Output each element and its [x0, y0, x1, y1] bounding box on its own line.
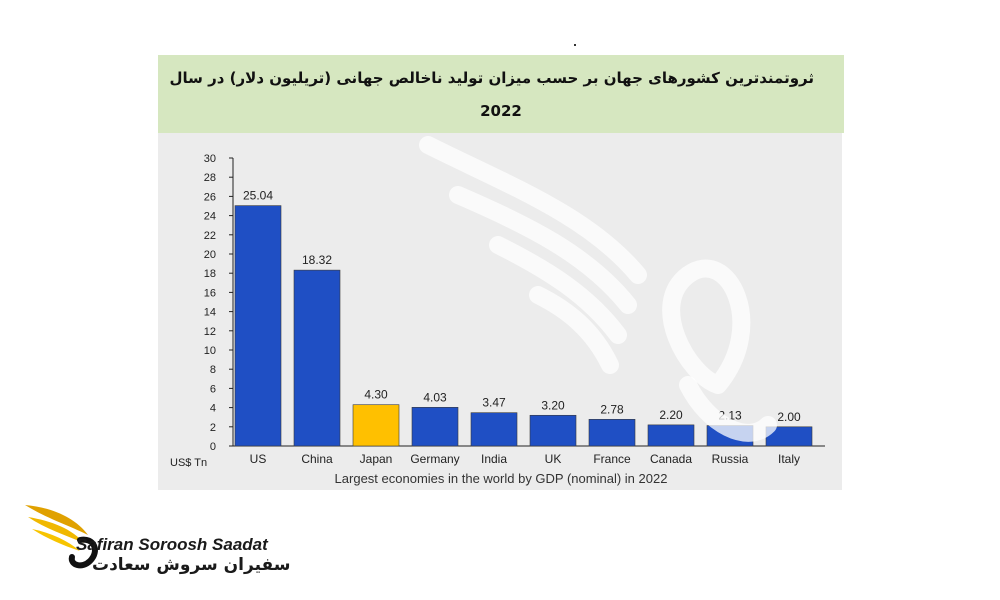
y-tick-label: 8: [210, 364, 216, 376]
bar-uk: [529, 414, 577, 447]
unit-label: US$ Tn: [170, 457, 207, 469]
y-tick-label: 14: [204, 307, 216, 319]
data-label: 18.32: [302, 253, 332, 267]
y-tick-label: 10: [204, 345, 216, 357]
category-label: UK: [545, 452, 562, 466]
y-tick-label: 16: [204, 287, 216, 299]
chart-caption: Largest economies in the world by GDP (n…: [334, 471, 668, 486]
category-label: France: [593, 452, 631, 466]
data-label: 25.04: [243, 189, 273, 203]
bar-japan: [352, 404, 400, 447]
data-label: 3.47: [482, 396, 506, 410]
y-tick-label: 4: [210, 403, 216, 415]
category-label: Japan: [360, 452, 393, 466]
category-label: Germany: [410, 452, 459, 466]
data-label: 2.13: [718, 409, 742, 423]
category-label: China: [301, 452, 333, 466]
y-tick-label: 0: [210, 441, 216, 453]
data-label: 2.78: [600, 402, 624, 416]
y-tick-label: 12: [204, 326, 216, 338]
y-tick-label: 26: [204, 191, 216, 203]
y-tick-label: 24: [204, 211, 216, 223]
y-tick-label: 22: [204, 230, 216, 242]
brand-name-en: Safiran Soroosh Saadat: [76, 535, 268, 554]
category-label: Russia: [712, 452, 749, 466]
brand-logo-icon: [25, 505, 98, 569]
brand-name-fa: سفیران سروش سعادت: [92, 555, 291, 575]
y-tick-label: 20: [204, 249, 216, 261]
bar-germany: [411, 407, 459, 447]
chart-title-year: 2022: [480, 102, 522, 120]
category-label: Canada: [650, 452, 692, 466]
category-label: Italy: [778, 452, 800, 466]
bar-france: [588, 419, 636, 447]
category-label: India: [481, 452, 507, 466]
y-tick-label: 30: [204, 153, 216, 165]
chart-card: ثروتمندترین کشورهای جهان بر حسب میزان تو…: [158, 55, 844, 490]
bar-italy: [765, 426, 813, 447]
y-tick-label: 18: [204, 268, 216, 280]
data-label: 2.00: [777, 410, 801, 424]
data-label: 2.20: [659, 408, 683, 422]
bar-china: [293, 269, 341, 447]
bar-canada: [647, 424, 695, 447]
stray-dot: [574, 44, 576, 46]
bar-russia: [706, 425, 754, 447]
title-band: ثروتمندترین کشورهای جهان بر حسب میزان تو…: [158, 55, 844, 133]
y-tick-label: 2: [210, 422, 216, 434]
category-label: US: [250, 452, 267, 466]
y-tick-label: 28: [204, 172, 216, 184]
bar-india: [470, 412, 518, 447]
data-label: 4.03: [423, 390, 447, 404]
y-tick-label: 6: [210, 383, 216, 395]
bar-us: [234, 205, 282, 447]
data-label: 3.20: [541, 398, 565, 412]
chart-title: ثروتمندترین کشورهای جهان بر حسب میزان تو…: [169, 69, 815, 87]
data-label: 4.30: [364, 388, 388, 402]
